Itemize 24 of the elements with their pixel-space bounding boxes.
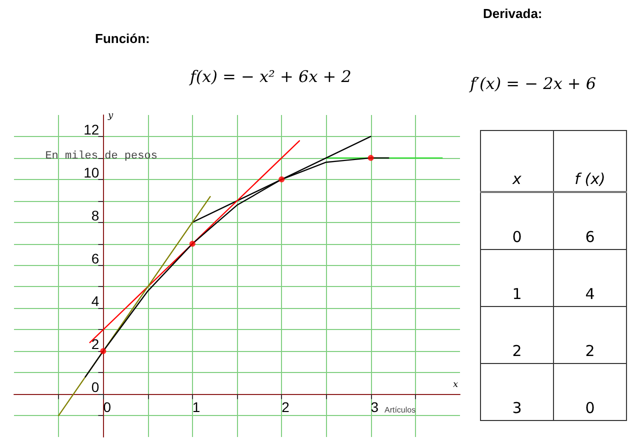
text: 1 [480,250,554,306]
y-tick-label: 6 [91,250,100,266]
text: 4 [554,250,626,306]
annotation: x [453,380,458,390]
chart-title: Función: [95,31,150,46]
y-tick-label: 12 [84,121,100,138]
text: 2 [554,306,626,364]
y-tick-label: 0 [91,379,100,396]
x-tick-label: 2 [282,399,290,416]
y-tick-label: 8 [91,207,100,224]
text: x [480,130,554,192]
text: 0 [480,192,554,250]
y-tick-label: 2 [91,336,100,352]
text: 2 [480,306,554,364]
text: f (x) [554,130,626,192]
x-tick-label: 1 [192,399,200,416]
text: 6 [554,192,626,250]
text: f′(x) = − 2x + 6 [470,74,596,93]
chart-subtitle: f(x) = − x² + 6x + 2 [190,67,352,86]
text: Derivada: [483,6,542,21]
y-tick-label: 10 [84,164,100,180]
x-tick-label: 3 [370,399,379,416]
y-tick-label: 4 [91,293,100,310]
annotation: y [108,111,114,121]
